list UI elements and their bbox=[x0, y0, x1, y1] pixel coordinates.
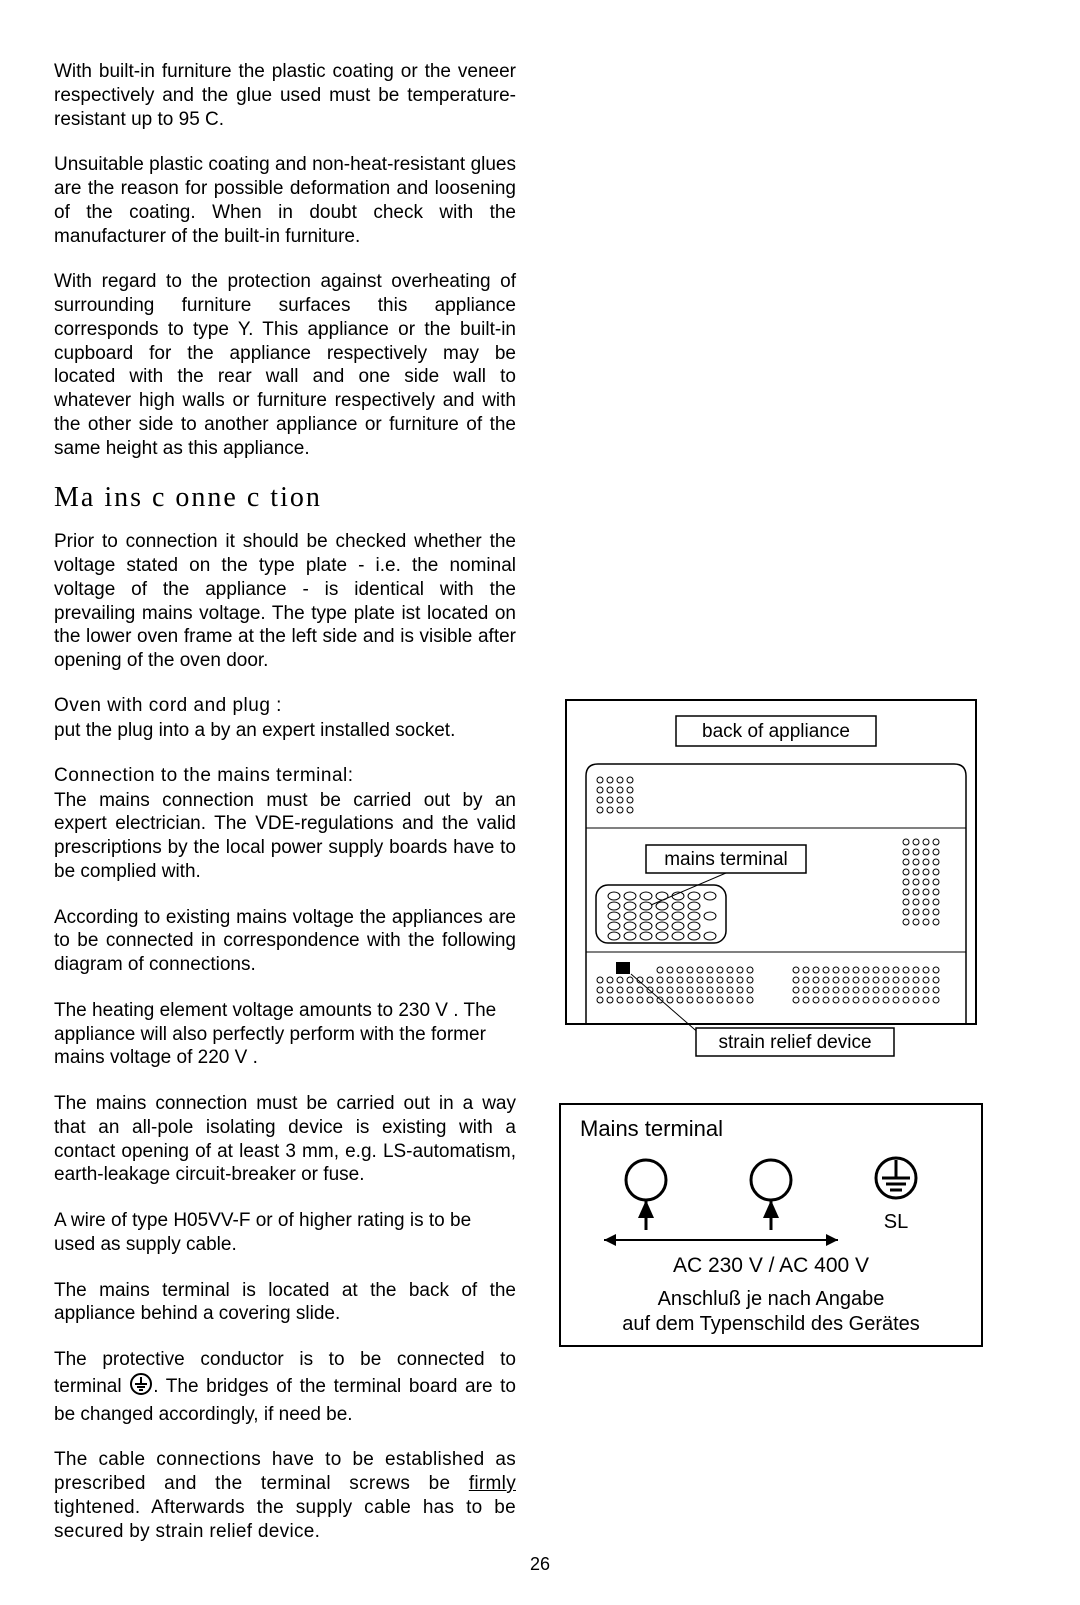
hatch-right bbox=[903, 839, 939, 925]
mains-connection-heading: Ma ins c onne c tion bbox=[54, 482, 516, 514]
ground-symbol-icon bbox=[129, 1372, 153, 1403]
paragraph: put the plug into a by an expert install… bbox=[54, 719, 516, 743]
label-mains-terminal: mains terminal bbox=[664, 849, 788, 870]
paragraph: The mains connection must be carried out… bbox=[54, 1092, 516, 1187]
figure-back-of-appliance: back of appliance bbox=[556, 690, 986, 1060]
label-strain-relief: strain relief device bbox=[718, 1032, 871, 1053]
label-back-of-appliance: back of appliance bbox=[702, 721, 850, 742]
paragraph: Prior to connection it should be checked… bbox=[54, 530, 516, 673]
paragraph: According to existing mains voltage the … bbox=[54, 906, 516, 977]
terminal-ground bbox=[876, 1158, 916, 1198]
terminal-1 bbox=[626, 1160, 666, 1230]
paragraph: With regard to the protection against ov… bbox=[54, 270, 516, 460]
subheading-mains-terminal: Connection to the mains terminal: bbox=[54, 765, 516, 787]
firmly-underlined: firmly bbox=[469, 1473, 516, 1494]
paragraph: The protective conductor is to be connec… bbox=[54, 1348, 516, 1426]
fig2-sl: SL bbox=[884, 1211, 908, 1233]
paragraph: With built-in furniture the plastic coat… bbox=[54, 60, 516, 131]
paragraph: Unsuitable plastic coating and non-heat-… bbox=[54, 153, 516, 248]
two-column-layout: With built-in furniture the plastic coat… bbox=[54, 60, 1026, 1565]
subheading-cord-plug: Oven with cord and plug : bbox=[54, 695, 516, 717]
fig2-line1: Anschluß je nach Angabe bbox=[658, 1288, 885, 1310]
paragraph: The heating element voltage amounts to 2… bbox=[54, 999, 516, 1070]
page-number: 26 bbox=[0, 1554, 1080, 1575]
figure-mains-terminal-diagram: Mains terminal bbox=[556, 1100, 986, 1350]
paragraph: The mains terminal is located at the bac… bbox=[54, 1279, 516, 1327]
text: tightened. Afterwards the supply cable h… bbox=[54, 1497, 516, 1542]
page: With built-in furniture the plastic coat… bbox=[0, 0, 1080, 1605]
text: The cable connections have to be establi… bbox=[54, 1449, 516, 1494]
paragraph: The mains connection must be carried out… bbox=[54, 789, 516, 884]
terminal-2 bbox=[751, 1160, 791, 1230]
right-column: back of appliance bbox=[556, 60, 1016, 1565]
paragraph: A wire of type H05VV-F or of higher rati… bbox=[54, 1209, 516, 1257]
fig2-voltage: AC 230 V / AC 400 V bbox=[673, 1254, 869, 1277]
fig2-line2: auf dem Typenschild des Gerätes bbox=[622, 1313, 920, 1335]
left-column: With built-in furniture the plastic coat… bbox=[54, 60, 516, 1565]
hatch-bottom-right bbox=[793, 967, 939, 1003]
fig2-title: Mains terminal bbox=[580, 1116, 723, 1141]
paragraph: The cable connections have to be establi… bbox=[54, 1448, 516, 1543]
hatch-top-left bbox=[597, 777, 633, 813]
